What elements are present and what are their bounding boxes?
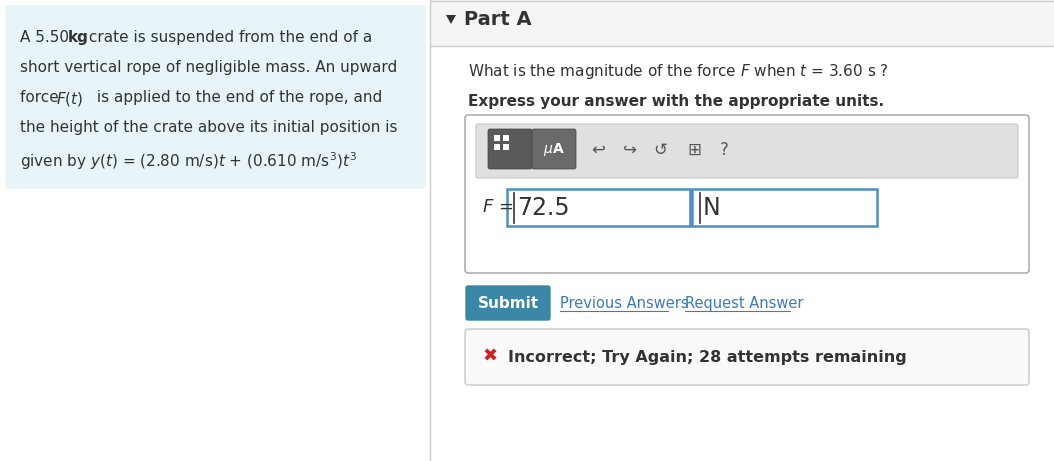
Text: Incorrect; Try Again; 28 attempts remaining: Incorrect; Try Again; 28 attempts remain… [508, 349, 906, 365]
FancyBboxPatch shape [503, 144, 509, 150]
Text: is applied to the end of the rope, and: is applied to the end of the rope, and [92, 90, 383, 105]
Text: What is the magnitude of the force $\mathit{F}$ when $\mathit{t}$ = 3.60 s ?: What is the magnitude of the force $\mat… [468, 62, 889, 81]
Text: Submit: Submit [477, 296, 539, 311]
Text: $\mu$A: $\mu$A [543, 141, 565, 158]
FancyBboxPatch shape [465, 329, 1029, 385]
Polygon shape [446, 15, 456, 24]
Text: 72.5: 72.5 [518, 196, 569, 220]
Text: $\mathit{F}(t)$: $\mathit{F}(t)$ [56, 90, 83, 108]
Text: $\mathit{F}$ =: $\mathit{F}$ = [482, 198, 513, 216]
Text: N: N [703, 196, 721, 220]
FancyBboxPatch shape [476, 124, 1018, 178]
FancyBboxPatch shape [6, 6, 425, 188]
Text: Previous Answers: Previous Answers [560, 296, 688, 311]
FancyBboxPatch shape [494, 135, 500, 141]
Text: ✖: ✖ [483, 348, 497, 366]
Text: kg: kg [69, 30, 89, 45]
FancyBboxPatch shape [507, 189, 690, 226]
FancyBboxPatch shape [494, 144, 500, 150]
Text: short vertical rope of negligible mass. An upward: short vertical rope of negligible mass. … [20, 60, 397, 75]
Text: ↺: ↺ [653, 141, 667, 159]
FancyBboxPatch shape [532, 129, 575, 169]
Text: ↪: ↪ [623, 141, 637, 159]
Text: the height of the crate above its initial position is: the height of the crate above its initia… [20, 120, 397, 135]
Text: ↩: ↩ [591, 141, 605, 159]
Text: ⊞: ⊞ [687, 141, 701, 159]
FancyBboxPatch shape [430, 0, 1054, 46]
Text: Part A: Part A [464, 10, 531, 29]
FancyBboxPatch shape [465, 115, 1029, 273]
Text: ?: ? [720, 141, 728, 159]
Text: Express your answer with the appropriate units.: Express your answer with the appropriate… [468, 94, 884, 109]
Text: crate is suspended from the end of a: crate is suspended from the end of a [84, 30, 372, 45]
FancyBboxPatch shape [488, 129, 532, 169]
FancyBboxPatch shape [692, 189, 877, 226]
Text: Request Answer: Request Answer [685, 296, 803, 311]
FancyBboxPatch shape [503, 135, 509, 141]
FancyBboxPatch shape [466, 286, 550, 320]
Text: force: force [20, 90, 63, 105]
Text: given by $\mathit{y}(t)$ = (2.80 m/s)$\mathit{t}$ + (0.610 m/s$^3$)$\mathit{t}^3: given by $\mathit{y}(t)$ = (2.80 m/s)$\m… [20, 150, 357, 171]
Text: A 5.50: A 5.50 [20, 30, 74, 45]
